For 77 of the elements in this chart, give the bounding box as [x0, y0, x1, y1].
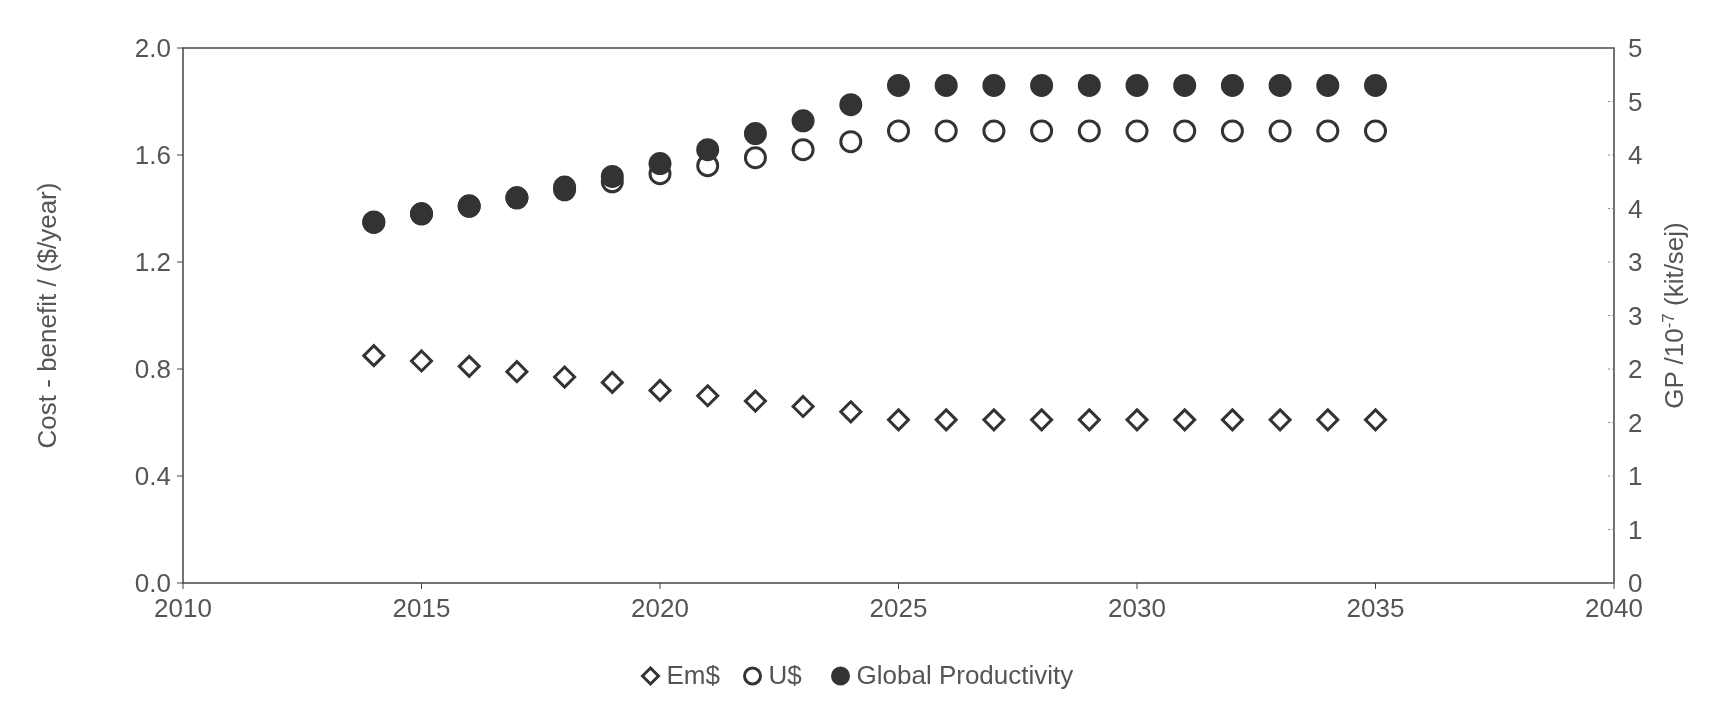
y2-tick-label: 5: [1628, 86, 1643, 117]
point: [982, 119, 1006, 143]
point: [1030, 73, 1054, 97]
point: [1125, 73, 1149, 97]
point: [887, 119, 910, 143]
point: [791, 394, 815, 418]
point: [791, 138, 815, 162]
point: [1220, 73, 1244, 97]
point: [362, 344, 386, 368]
point: [1364, 119, 1387, 143]
y2-tick-label: 5: [1628, 33, 1643, 63]
point: [934, 73, 958, 97]
point: [1077, 119, 1101, 143]
y2-tick-label: 2: [1628, 407, 1643, 438]
point: [982, 408, 1006, 432]
point: [505, 360, 529, 384]
point: [743, 146, 767, 170]
point: [600, 370, 624, 394]
point: [743, 389, 767, 413]
point: [457, 354, 481, 378]
point: [1173, 119, 1197, 143]
point: [648, 152, 672, 176]
point: [1125, 408, 1149, 432]
point: [1220, 408, 1244, 432]
point: [1173, 408, 1197, 432]
point: [887, 408, 910, 432]
point: [1077, 408, 1101, 432]
point: [1030, 119, 1054, 143]
point: [982, 73, 1006, 97]
point: [1316, 119, 1340, 143]
x-tick-label: 2025: [869, 593, 928, 623]
point: [839, 130, 863, 154]
point: [1268, 119, 1292, 143]
y2-tick-label: 3: [1628, 300, 1643, 331]
point: [1220, 119, 1244, 143]
y-tick-label: 0.8: [134, 354, 171, 384]
legend-label: Global Productivity: [856, 660, 1074, 690]
point: [1316, 408, 1340, 432]
point: [839, 400, 863, 424]
point: [1316, 73, 1340, 97]
point: [791, 109, 815, 133]
y2-tick-label: 2: [1628, 354, 1643, 384]
point: [1268, 408, 1292, 432]
legend-label: Em$: [666, 660, 721, 690]
point: [743, 122, 767, 146]
x-tick-label: 2015: [392, 593, 451, 623]
y2-tick-label: 1: [1628, 514, 1643, 545]
x-tick-label: 2035: [1346, 593, 1405, 623]
x-tick-label: 2020: [631, 593, 689, 623]
y2-tick-label: 3: [1628, 247, 1643, 277]
point: [696, 138, 720, 162]
legend-label: U$: [768, 660, 803, 690]
point: [600, 164, 624, 188]
y2-tick-label: 4: [1628, 140, 1643, 170]
point: [696, 384, 720, 408]
y-tick-label: 1.6: [134, 140, 171, 170]
point: [839, 93, 863, 117]
y2-tick-label: 4: [1628, 193, 1643, 224]
point: [934, 119, 958, 143]
point: [1364, 73, 1387, 97]
point: [1268, 73, 1292, 97]
x-tick-label: 2030: [1108, 593, 1166, 623]
y-tick-label: 1.2: [134, 247, 171, 277]
point: [887, 73, 910, 97]
y-axis-title: Cost - benefit / ($/year): [32, 182, 62, 449]
point: [1364, 408, 1387, 432]
y-tick-label: 0.4: [134, 461, 171, 491]
point: [934, 408, 958, 432]
point: [1077, 73, 1101, 97]
point: [648, 378, 672, 402]
y2-tick-label: 1: [1628, 461, 1643, 491]
point: [1173, 73, 1197, 97]
point: [553, 365, 577, 389]
y-tick-label: 2.0: [134, 33, 171, 63]
point: [410, 349, 433, 373]
point: [1030, 408, 1054, 432]
point: [1125, 119, 1149, 143]
